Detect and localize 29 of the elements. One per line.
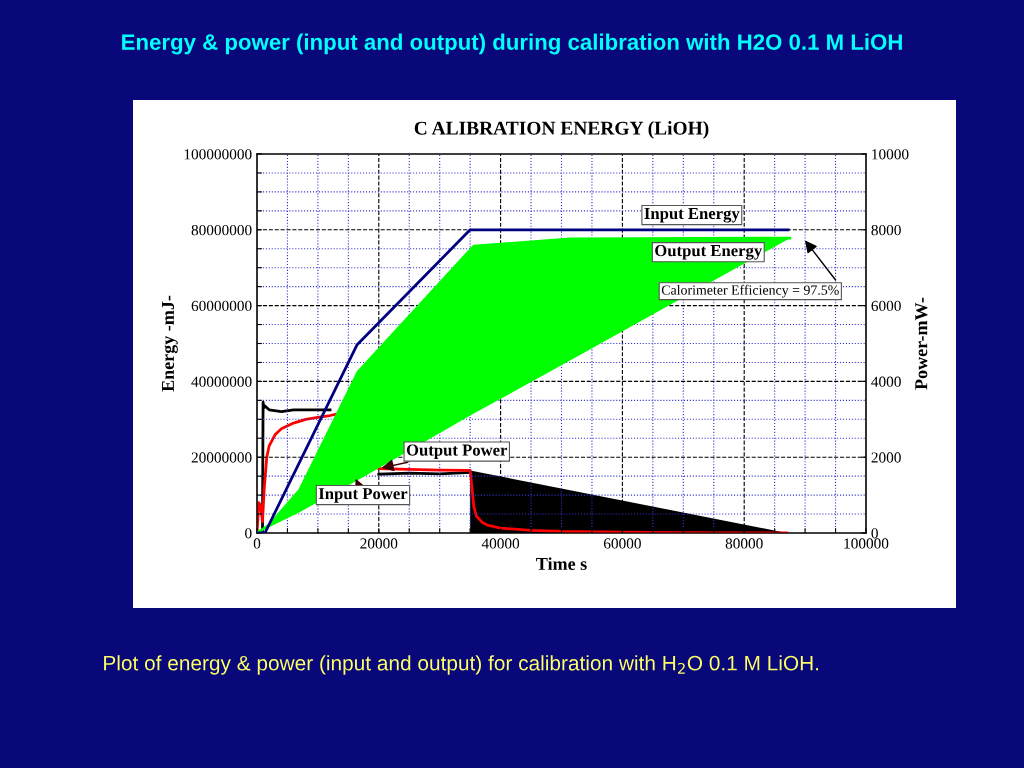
y2-tick-label: 10000 xyxy=(872,149,909,160)
annotation: Calorimeter Efficiency = 97.5% xyxy=(661,284,839,298)
text: Plot of energy & power (input and output) for calibration with H$_{2}$O 0.1 M LiOH. xyxy=(104,655,819,675)
x-tick-label: 80000 xyxy=(725,538,763,549)
x-tick-label: 60000 xyxy=(603,538,641,549)
y-tick-label: 100000000 xyxy=(184,149,252,160)
y-tick-label: 20000000 xyxy=(191,452,252,463)
x-tick-label: 100000 xyxy=(844,538,889,549)
x-tick-label: 0 xyxy=(253,538,261,549)
y-tick-label: 40000000 xyxy=(191,376,252,387)
y2-axis-title: Power-mW- xyxy=(915,297,928,390)
x-tick-label: 20000 xyxy=(360,538,398,549)
y-tick-label: 80000000 xyxy=(191,224,252,236)
series-label: Input Energy xyxy=(644,207,740,223)
y-axis-title: Energy -mJ- xyxy=(162,295,178,392)
y2-tick-label: 0 xyxy=(871,528,878,539)
chart-title: Energy & power (input and output) during calibration with H2O 0.1 M LiOH xyxy=(122,33,902,55)
series-label: Output Power xyxy=(406,444,508,460)
chart-subtitle: C ALIBRATION ENERGY (LiOH) xyxy=(414,121,709,139)
y-tick-label: 60000000 xyxy=(191,300,252,312)
x-axis-title: Time s xyxy=(536,557,587,570)
series-label: Output Energy xyxy=(655,245,763,260)
y-tick-label: 0 xyxy=(245,528,252,539)
y2-tick-label: 6000 xyxy=(871,300,901,312)
y2-tick-label: 8000 xyxy=(871,224,901,236)
y2-tick-label: 2000 xyxy=(871,452,901,463)
x-tick-label: 40000 xyxy=(481,538,520,549)
series-label: Input Power xyxy=(318,488,408,503)
y2-tick-label: 4000 xyxy=(871,376,901,387)
